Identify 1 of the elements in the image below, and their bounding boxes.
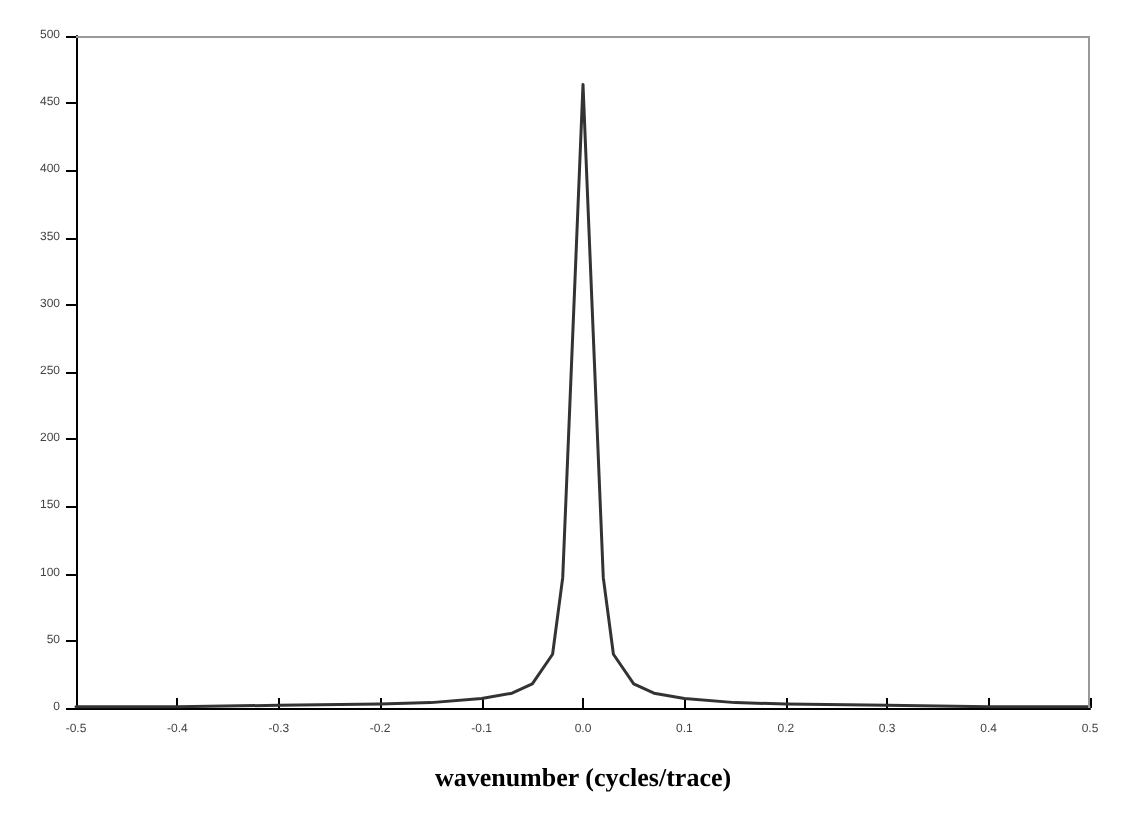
x-axis-title: wavenumber (cycles/trace): [434, 762, 732, 792]
